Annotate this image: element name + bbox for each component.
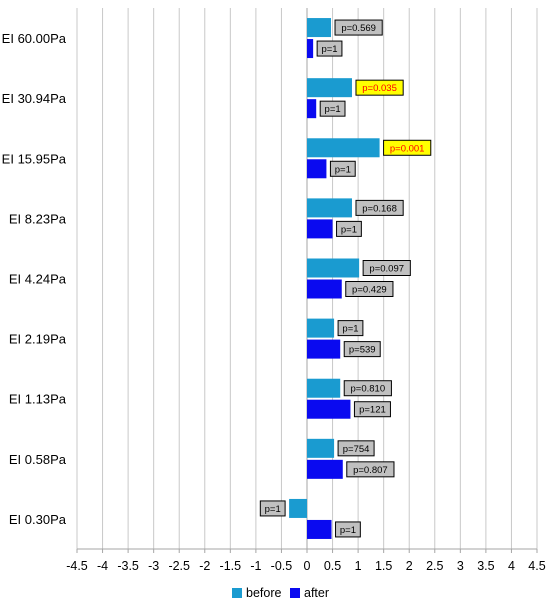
- p-value-box: [355, 79, 404, 96]
- category-label: EI 2.19Pa: [9, 332, 67, 347]
- p-value-box: [362, 260, 411, 276]
- bar-after: [307, 99, 317, 119]
- bar-after: [307, 399, 351, 419]
- p-value-label: p=1: [265, 504, 281, 515]
- bar-after: [307, 339, 341, 359]
- p-value-label: p=1: [325, 104, 341, 115]
- p-value-box: [316, 40, 343, 57]
- x-tick-label: 2: [406, 559, 413, 573]
- bar-before: [307, 78, 352, 98]
- p-value-box: [335, 521, 361, 538]
- bar-before: [307, 378, 341, 398]
- p-value-box: [345, 281, 394, 297]
- p-value-box: [329, 160, 356, 177]
- p-value-label: p=1: [321, 44, 337, 55]
- category-label: EI 4.24Pa: [9, 272, 67, 287]
- x-tick-label: 1.5: [375, 559, 392, 573]
- p-value-box: [353, 401, 391, 418]
- p-value-label: p=1: [340, 525, 356, 536]
- legend-swatch-after: [290, 588, 300, 598]
- category-label: EI 8.23Pa: [9, 211, 67, 226]
- p-value-label: p=1: [335, 164, 351, 175]
- x-tick-label: 4: [508, 559, 515, 573]
- p-value-label: p=0.569: [341, 23, 376, 34]
- x-tick-label: 3: [457, 559, 464, 573]
- category-label: EI 30.94Pa: [2, 91, 67, 106]
- category-label: EI 15.95Pa: [2, 151, 67, 166]
- p-value-box: [337, 320, 364, 337]
- x-tick-label: 2.5: [426, 559, 443, 573]
- x-tick-label: -2.5: [168, 559, 190, 573]
- p-value-box: [343, 380, 392, 397]
- category-label: EI 0.30Pa: [9, 512, 67, 527]
- category-label: EI 0.58Pa: [9, 452, 67, 467]
- legend-swatch-before: [232, 588, 242, 598]
- p-value-box: [355, 199, 404, 216]
- p-value-label: p=0.001: [390, 143, 425, 154]
- bar-after: [307, 219, 333, 239]
- x-tick-label: -1.5: [220, 559, 242, 573]
- p-value-label: p=0.035: [362, 83, 397, 94]
- x-tick-label: 3.5: [477, 559, 494, 573]
- x-tick-label: 0: [304, 559, 311, 573]
- p-value-label: p=121: [359, 405, 386, 416]
- x-tick-label: -2: [199, 559, 210, 573]
- bar-before: [307, 138, 380, 158]
- bar-after: [307, 39, 314, 59]
- x-tick-label: -4: [97, 559, 108, 573]
- legend-label-before: before: [246, 586, 281, 600]
- p-value-label: p=0.168: [362, 203, 397, 214]
- x-tick-label: -0.5: [271, 559, 293, 573]
- p-value-label: p=539: [349, 345, 376, 356]
- category-label: EI 1.13Pa: [9, 392, 67, 407]
- p-value-box: [259, 500, 286, 517]
- p-value-box: [337, 440, 375, 457]
- p-value-box: [346, 461, 395, 478]
- p-value-label: p=0.097: [369, 264, 404, 275]
- bar-after: [307, 459, 343, 479]
- bar-before: [307, 198, 352, 218]
- bar-before: [289, 498, 307, 518]
- p-value-box: [336, 220, 362, 237]
- p-value-label: p=754: [343, 444, 370, 455]
- p-value-box: [334, 19, 383, 36]
- bar-before: [307, 258, 360, 278]
- p-value-label: p=0.429: [352, 285, 387, 296]
- bar-before: [307, 438, 335, 458]
- p-value-label: p=0.810: [351, 384, 386, 395]
- x-tick-label: -4.5: [66, 559, 88, 573]
- legend-label-after: after: [304, 586, 329, 600]
- p-value-box: [343, 341, 381, 358]
- x-tick-label: 1: [355, 559, 362, 573]
- category-label: EI 60.00Pa: [2, 31, 67, 46]
- p-value-label: p=0.807: [353, 465, 388, 476]
- bar-after: [307, 519, 332, 539]
- bar-after: [307, 159, 327, 179]
- bar-after: [307, 279, 342, 299]
- p-value-label: p=1: [342, 324, 358, 335]
- p-value-label: p=1: [341, 224, 357, 235]
- x-tick-label: -3.5: [117, 559, 139, 573]
- x-tick-label: 0.5: [324, 559, 341, 573]
- x-tick-label: -1: [250, 559, 261, 573]
- x-tick-label: 4.5: [528, 559, 545, 573]
- p-value-box: [319, 100, 346, 117]
- bar-before: [307, 318, 335, 338]
- p-value-box: [383, 139, 432, 156]
- bar-before: [307, 18, 332, 38]
- x-tick-label: -3: [148, 559, 159, 573]
